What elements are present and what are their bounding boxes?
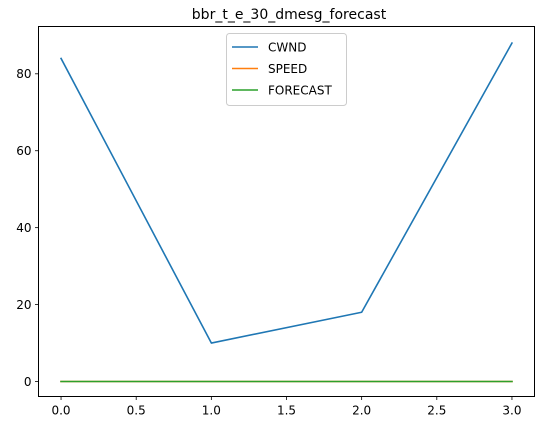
x-axis: 0.0 0.5 1.0 1.5 2.0 2.5 3.0 [51, 397, 521, 418]
y-tick-label: 40 [16, 221, 31, 235]
x-tick-label: 2.5 [427, 404, 446, 418]
x-tick-label: 1.5 [277, 404, 296, 418]
x-tick-label: 3.0 [502, 404, 521, 418]
y-tick-label: 20 [16, 298, 31, 312]
y-tick-label: 60 [16, 144, 31, 158]
x-tick-label: 1.0 [202, 404, 221, 418]
y-tick-label: 80 [16, 67, 31, 81]
x-tick-label: 2.0 [352, 404, 371, 418]
legend-label-speed: SPEED [268, 62, 307, 76]
legend-label-forecast: FORECAST [268, 83, 332, 97]
legend-label-cwnd: CWND [268, 40, 306, 54]
x-tick-label: 0.0 [51, 404, 70, 418]
x-tick-label: 0.5 [127, 404, 146, 418]
y-axis: 0 20 40 60 80 [16, 67, 38, 389]
y-tick-label: 0 [24, 375, 32, 389]
legend: CWND SPEED FORECAST [227, 34, 347, 106]
chart-title: bbr_t_e_30_dmesg_forecast [192, 7, 387, 23]
